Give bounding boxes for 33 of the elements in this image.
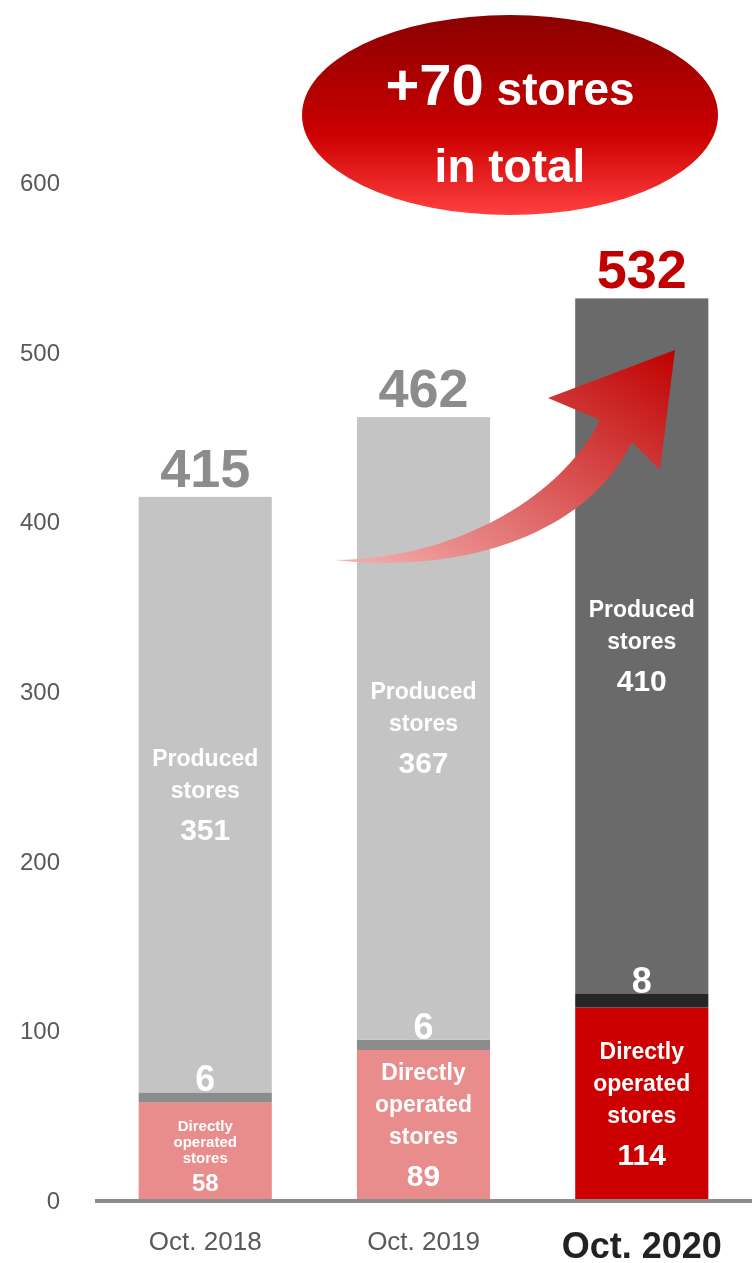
data-label: 8 <box>631 960 652 1002</box>
bar <box>138 496 272 1093</box>
data-label: 410 <box>616 664 667 698</box>
bar <box>575 994 709 1008</box>
text: Produced stores <box>152 744 259 803</box>
data-label: 351 <box>180 812 231 846</box>
y-tick-label: 100 <box>19 1017 60 1045</box>
bar <box>356 1039 491 1050</box>
data-label: 114 <box>617 1138 667 1172</box>
text: Produced stores <box>588 596 695 655</box>
y-tick-label: 500 <box>19 338 60 366</box>
data-label: 89 <box>406 1159 441 1193</box>
data-label: 58 <box>191 1168 219 1196</box>
text: Directly operated stores <box>173 1116 237 1166</box>
y-tick-label: 400 <box>19 508 60 536</box>
y-tick-label: 300 <box>19 678 60 705</box>
bar <box>138 1092 272 1103</box>
x-tick-label: Oct. 2019 <box>367 1226 480 1256</box>
series-label: Directly operated stores <box>374 1059 473 1150</box>
total-label: 415 <box>160 437 251 498</box>
annotation: +70 stores in total <box>385 52 635 192</box>
x-tick-label: Oct. 2018 <box>148 1226 262 1256</box>
y-tick-label: 0 <box>46 1187 60 1214</box>
y-tick-label: 200 <box>19 847 60 875</box>
data-label: 367 <box>398 746 449 780</box>
text: Directly operated stores <box>593 1038 691 1129</box>
total-label: 532 <box>596 239 687 300</box>
series-label: Produced stores <box>370 678 477 737</box>
data-label: 6 <box>195 1058 216 1100</box>
total-label: 462 <box>378 358 469 419</box>
y-tick-label: 600 <box>19 169 60 196</box>
x-tick-label: Oct. 2020 <box>561 1225 722 1263</box>
data-label: 6 <box>413 1005 434 1047</box>
